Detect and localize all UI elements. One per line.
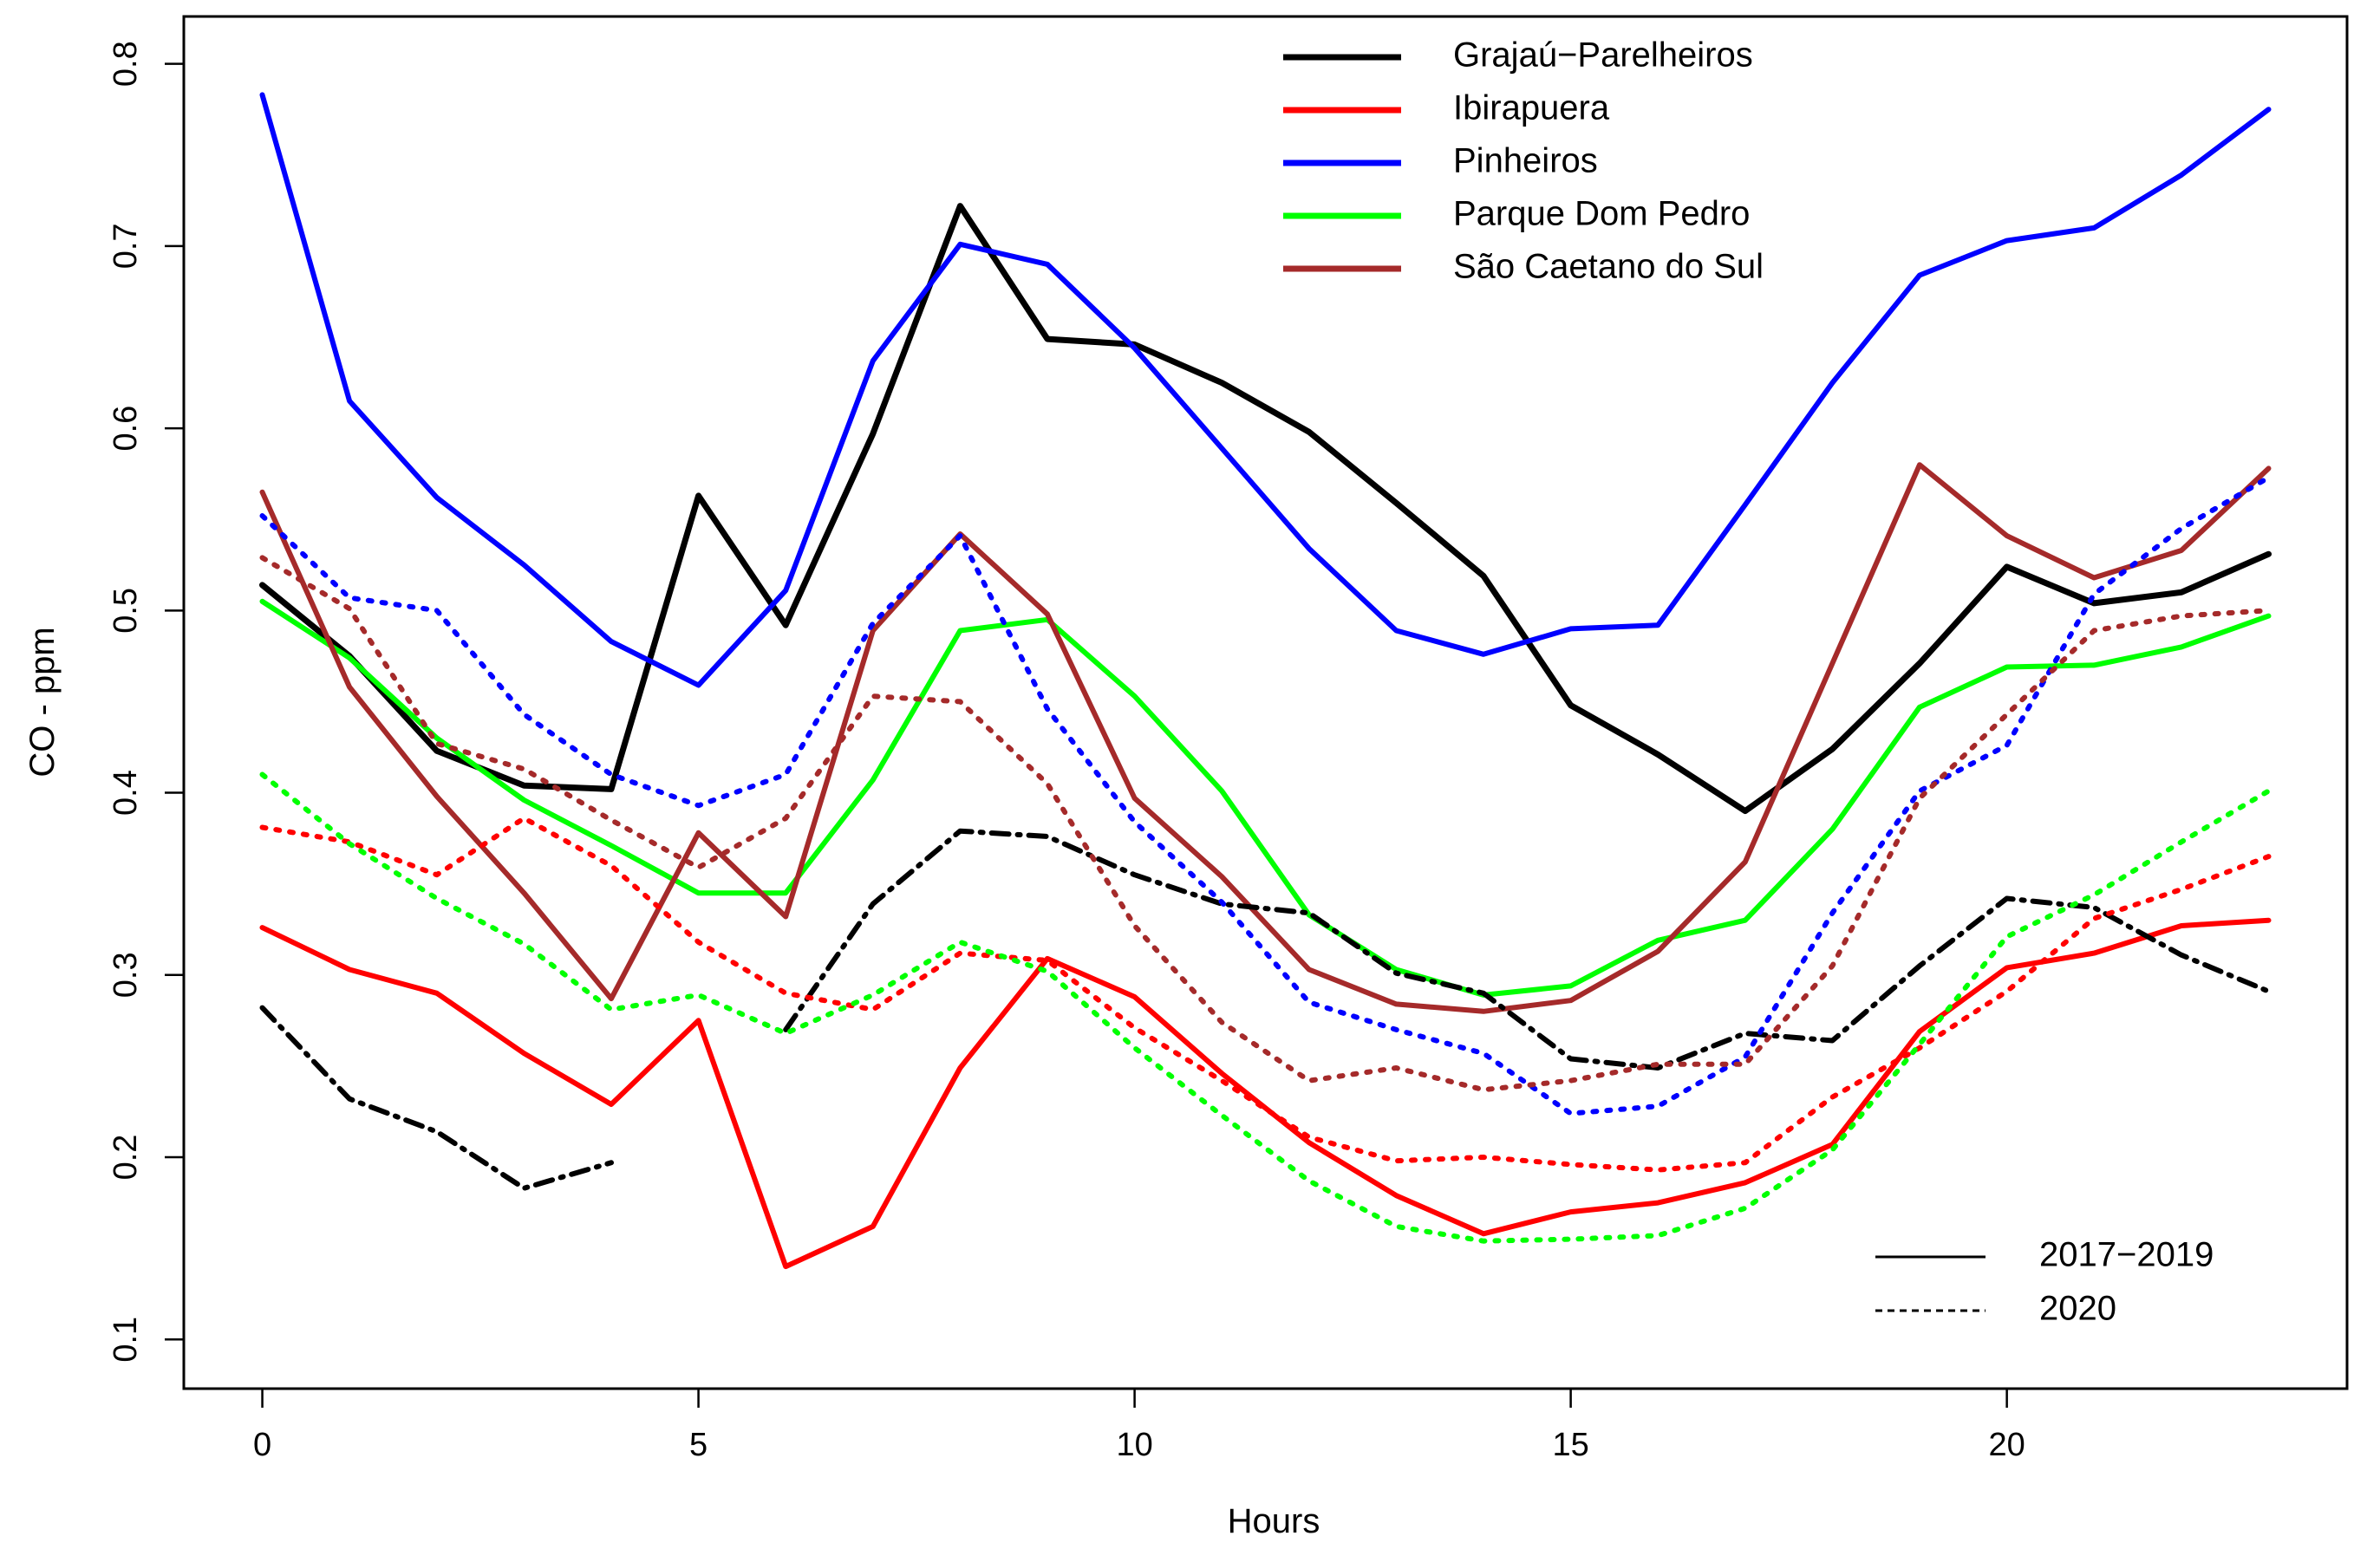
legend-label-pinheiros: Pinheiros	[1453, 142, 1598, 180]
series-lines	[259, 92, 2272, 1270]
x-tick-label-5: 5	[689, 1427, 707, 1463]
series-line-parque-dom-pedro-2017-2019	[259, 598, 2272, 998]
y-tick-label-4: 0.5	[108, 588, 144, 634]
y-tick-label-7: 0.8	[108, 41, 144, 87]
y-axis-label: CO - ppm	[23, 627, 62, 777]
legend-periods: 2017−2019 2020	[1875, 1236, 2214, 1328]
legend-label-period-2017-2019: 2017−2019	[2039, 1236, 2214, 1274]
series-line-ibirapuera-2017-2019	[259, 917, 2272, 1270]
legend-label-period-2020: 2020	[2039, 1290, 2116, 1328]
series-line-sao-caetano-do-sul-2017-2019	[259, 462, 2272, 1014]
legend-label-sao-caetano-do-sul: São Caetano do Sul	[1453, 248, 1764, 286]
series-line-grajau-parelheiros-2017-2019	[259, 203, 2272, 815]
y-tick-label-0: 0.1	[108, 1317, 144, 1363]
legend-label-grajau-parelheiros: Grajaú−Parelheiros	[1453, 36, 1753, 75]
legend-label-ibirapuera: Ibirapuera	[1453, 89, 1610, 127]
y-axis: 0.1 0.2 0.3 0.4 0.5 0.6 0.7 0.8	[108, 41, 186, 1363]
x-axis: 0 5 10 15 20	[253, 1387, 2025, 1463]
y-tick-label-6: 0.7	[108, 223, 144, 269]
y-tick-label-3: 0.4	[108, 770, 144, 816]
series-line-grajau-parelheiros-2020-seg1	[259, 1005, 614, 1191]
x-tick-label-20: 20	[1989, 1427, 2025, 1463]
series-line-sao-caetano-do-sul-2020	[259, 555, 2272, 1093]
x-tick-label-0: 0	[253, 1427, 271, 1463]
y-tick-label-2: 0.3	[108, 952, 144, 998]
y-tick-label-5: 0.6	[108, 406, 144, 452]
series-line-grajau-parelheiros-2020-seg2	[783, 828, 2272, 1071]
series-line-parque-dom-pedro-2020	[259, 771, 2272, 1244]
x-tick-label-15: 15	[1552, 1427, 1588, 1463]
legend-stations: Grajaú−Parelheiros Ibirapuera Pinheiros Par…	[1283, 36, 1764, 286]
x-axis-label: Hours	[1228, 1502, 1320, 1540]
y-tick-label-1: 0.2	[108, 1135, 144, 1181]
x-tick-label-10: 10	[1116, 1427, 1152, 1463]
series-line-pinheiros-2017-2019	[259, 92, 2272, 688]
legend-label-parque-dom-pedro: Parque Dom Pedro	[1453, 195, 1750, 233]
